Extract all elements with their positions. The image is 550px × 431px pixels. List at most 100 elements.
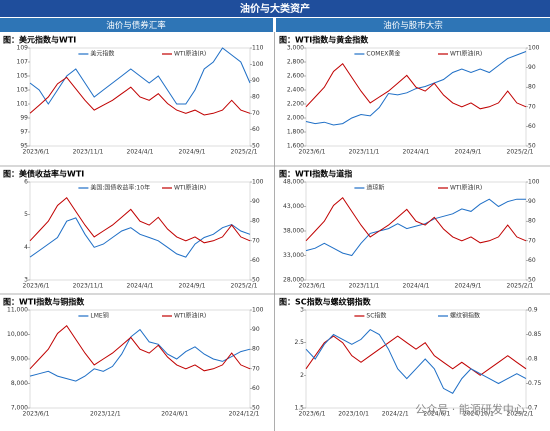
y-tick-label: 1,600 xyxy=(287,143,304,150)
y2-tick-label: 0.8 xyxy=(528,356,538,363)
y2-tick-label: 90 xyxy=(252,198,260,205)
plot-frame xyxy=(29,309,251,409)
x-tick-label: 2024/9/1 xyxy=(455,283,482,290)
y2-tick-label: 70 xyxy=(528,237,536,244)
y2-tick-label: 90 xyxy=(252,77,260,84)
y2-tick-label: 80 xyxy=(528,218,536,225)
legend-label: 螺纹钢指数 xyxy=(450,312,480,320)
y-tick-label: 38,000 xyxy=(283,228,304,235)
y2-tick-label: 80 xyxy=(528,84,536,91)
y2-tick-label: 80 xyxy=(252,218,260,225)
legend-label: COMEX黄金 xyxy=(366,50,400,58)
x-tick-label: 2023/6/1 xyxy=(23,283,50,290)
series-line xyxy=(29,196,251,244)
legend-label: WTI原油(R) xyxy=(174,184,206,192)
legend-label: WTI原油(R) xyxy=(450,50,482,58)
y-tick-label: 48,000 xyxy=(283,179,304,186)
chart-title: 图：美元指数与WTI xyxy=(3,35,76,45)
y2-tick-label: 70 xyxy=(252,237,260,244)
y-tick-label: 2,800 xyxy=(287,59,304,66)
column-title: 油价与股市大宗 xyxy=(383,20,443,31)
series-line xyxy=(305,62,527,110)
legend-label: LME铜 xyxy=(90,312,108,320)
y-tick-label: 109 xyxy=(17,45,29,52)
y-tick-label: 2,000 xyxy=(287,115,304,122)
chart-title: 图：WTI指数与道指 xyxy=(279,169,352,179)
y2-tick-label: 110 xyxy=(252,45,264,52)
watermark: 公众号 · 能源研发中心 xyxy=(415,402,525,416)
x-tick-label: 2025/2/1 xyxy=(507,411,534,418)
y-tick-label: 97 xyxy=(20,129,28,136)
y2-tick-label: 70 xyxy=(252,110,260,117)
series-line xyxy=(29,217,251,258)
y-tick-label: 2,200 xyxy=(287,101,304,108)
y-tick-label: 2.5 xyxy=(294,339,304,346)
y-tick-label: 3 xyxy=(300,307,304,314)
series-line xyxy=(305,51,527,126)
y-tick-label: 1,800 xyxy=(287,129,304,136)
legend-label: 道琼斯 xyxy=(366,184,384,192)
y2-tick-label: 50 xyxy=(252,405,260,412)
y-tick-label: 99 xyxy=(20,115,28,122)
y2-tick-label: 0.9 xyxy=(528,307,538,314)
y2-tick-label: 80 xyxy=(252,94,260,101)
y-tick-label: 8,000 xyxy=(11,380,28,387)
y-tick-label: 10,000 xyxy=(7,331,28,338)
legend-label: WTI原油(R) xyxy=(174,312,206,320)
series-line xyxy=(305,198,526,257)
x-tick-label: 2024/4/1 xyxy=(127,149,154,156)
y2-tick-label: 100 xyxy=(528,179,540,186)
x-tick-label: 2024/4/1 xyxy=(403,283,430,290)
y2-tick-label: 70 xyxy=(528,103,536,110)
y-tick-label: 43,000 xyxy=(283,203,304,210)
x-tick-label: 2024/4/1 xyxy=(127,283,154,290)
y-tick-label: 2,600 xyxy=(287,73,304,80)
plot-frame xyxy=(305,309,527,409)
y2-tick-label: 70 xyxy=(252,365,260,372)
y-tick-label: 2,400 xyxy=(287,87,304,94)
legend-label: 美元指数 xyxy=(90,50,114,58)
y-tick-label: 33,000 xyxy=(283,252,304,259)
chart-title: 图：WTI指数与铜指数 xyxy=(3,297,85,307)
legend-label: SC指数 xyxy=(366,312,386,320)
y-tick-label: 9,000 xyxy=(11,356,28,363)
series-line xyxy=(29,324,251,372)
y2-tick-label: 50 xyxy=(252,143,260,150)
y-tick-label: 3 xyxy=(24,277,28,284)
y2-tick-label: 90 xyxy=(252,326,260,333)
x-tick-label: 2023/6/1 xyxy=(299,149,326,156)
header-title: 油价与大类资产 xyxy=(240,2,310,15)
y2-tick-label: 100 xyxy=(252,307,264,314)
y-tick-label: 105 xyxy=(17,73,29,80)
x-tick-label: 2023/6/1 xyxy=(23,149,50,156)
x-tick-label: 2024/2/1 xyxy=(382,411,409,418)
y-tick-label: 95 xyxy=(20,143,28,150)
column-head xyxy=(0,18,273,32)
y2-tick-label: 100 xyxy=(252,179,264,186)
series-line xyxy=(29,328,251,382)
y2-tick-label: 50 xyxy=(528,143,536,150)
y2-tick-label: 50 xyxy=(252,277,260,284)
column-title: 油价与债券汇率 xyxy=(106,20,166,31)
x-tick-label: 2024/9/1 xyxy=(455,149,482,156)
x-tick-label: 2023/11/1 xyxy=(349,149,380,156)
x-tick-label: 2024/6/1 xyxy=(161,411,188,418)
y2-tick-label: 100 xyxy=(528,45,540,52)
series-line xyxy=(305,328,527,394)
chart-title: 图：美债收益率与WTI xyxy=(3,169,84,179)
y2-tick-label: 0.7 xyxy=(528,405,538,412)
x-tick-label: 2023/6/1 xyxy=(299,411,326,418)
x-tick-label: 2025/2/1 xyxy=(507,283,534,290)
series-line xyxy=(305,196,527,244)
chart-title: 图：SC指数与螺纹钢指数 xyxy=(279,297,372,307)
legend-label: 美国:国债收益率:10年 xyxy=(90,184,150,192)
x-tick-label: 2023/11/1 xyxy=(73,149,104,156)
x-tick-label: 2023/6/1 xyxy=(23,411,50,418)
y-tick-label: 7,000 xyxy=(11,405,28,412)
x-tick-label: 2025/2/1 xyxy=(231,149,258,156)
y2-tick-label: 60 xyxy=(252,385,260,392)
x-tick-label: 2023/12/1 xyxy=(90,411,121,418)
x-tick-label: 2023/11/1 xyxy=(349,283,380,290)
